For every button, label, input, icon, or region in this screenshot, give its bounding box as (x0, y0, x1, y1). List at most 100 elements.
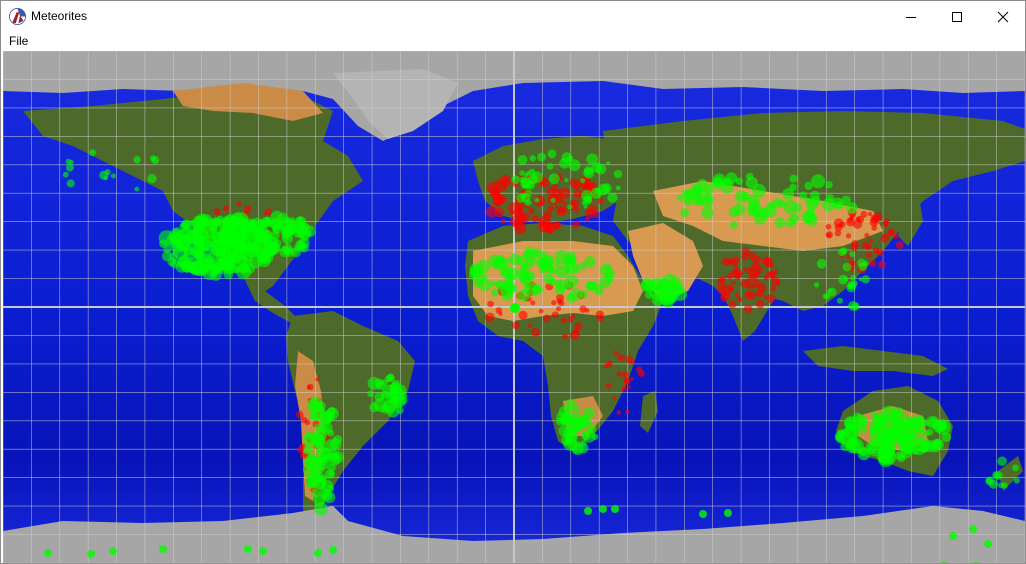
found-marker (65, 158, 72, 165)
found-marker (504, 274, 514, 283)
found-marker (696, 178, 708, 191)
found-marker (174, 238, 184, 248)
found-marker (541, 254, 555, 268)
found-marker (969, 525, 977, 533)
fell-marker (558, 206, 568, 215)
fell-marker (770, 285, 777, 292)
menu-file[interactable]: File (9, 34, 29, 48)
fell-marker (538, 308, 544, 314)
title-bar[interactable]: Meteorites (1, 1, 1025, 32)
found-marker (270, 231, 280, 241)
found-marker (554, 250, 569, 264)
found-marker (324, 439, 338, 453)
fell-marker (892, 233, 899, 240)
found-marker (314, 423, 324, 433)
found-marker (901, 434, 917, 450)
fell-marker (720, 293, 729, 302)
found-marker (876, 452, 888, 463)
found-marker (848, 440, 858, 449)
found-marker (177, 255, 191, 269)
fell-marker (597, 197, 604, 205)
found-marker (941, 432, 952, 443)
found-marker (324, 414, 333, 424)
found-marker (1001, 482, 1008, 489)
found-marker (314, 455, 325, 465)
found-marker (862, 260, 869, 267)
found-marker (613, 169, 623, 179)
fell-marker (512, 321, 520, 330)
close-icon (997, 11, 1009, 22)
found-marker (519, 273, 531, 285)
fell-marker (584, 216, 590, 222)
fell-marker (743, 267, 749, 272)
found-marker (548, 265, 555, 273)
found-marker (827, 287, 837, 297)
fell-marker (570, 330, 580, 341)
found-marker (546, 163, 554, 170)
found-marker (262, 238, 270, 245)
fell-marker (213, 208, 221, 216)
indonesia (803, 346, 948, 376)
found-marker (488, 254, 502, 269)
maximize-button[interactable] (934, 1, 980, 32)
found-marker (521, 178, 531, 188)
found-marker (835, 433, 844, 442)
found-marker (583, 165, 594, 176)
fell-marker (623, 378, 631, 386)
fell-marker (551, 299, 557, 306)
fell-marker (492, 196, 503, 207)
fell-marker (518, 310, 528, 320)
fell-marker (734, 273, 741, 280)
found-marker (517, 155, 528, 165)
maximize-icon (952, 11, 962, 22)
found-marker (835, 201, 844, 210)
found-marker (310, 436, 322, 447)
fell-marker (717, 282, 726, 291)
found-marker (295, 217, 303, 224)
found-marker (843, 276, 848, 281)
found-marker (586, 153, 598, 165)
found-marker (740, 191, 751, 202)
found-marker (87, 550, 95, 558)
found-marker (554, 280, 562, 288)
minimize-button[interactable] (888, 1, 934, 32)
found-marker (303, 444, 314, 455)
fell-marker (516, 212, 525, 221)
found-marker (588, 281, 599, 291)
fell-marker (733, 268, 741, 276)
found-marker (214, 232, 228, 246)
found-marker (110, 173, 116, 179)
fell-marker (860, 210, 868, 218)
fell-marker (509, 210, 515, 215)
fell-marker (744, 291, 752, 300)
found-marker (248, 254, 263, 269)
found-marker (270, 210, 283, 223)
world-map-canvas[interactable] (3, 51, 1025, 563)
found-marker (581, 189, 593, 202)
fell-marker (562, 201, 567, 206)
fell-marker (839, 221, 846, 228)
found-marker (992, 471, 1000, 479)
found-marker (533, 284, 543, 294)
found-marker (327, 407, 336, 416)
fell-marker (617, 354, 625, 362)
found-marker (656, 295, 664, 302)
found-marker (919, 443, 929, 453)
found-marker (179, 222, 189, 232)
found-marker (699, 510, 707, 518)
found-marker (581, 200, 586, 205)
fell-marker (567, 316, 574, 323)
close-button[interactable] (980, 1, 1025, 32)
fell-marker (878, 260, 887, 269)
found-marker (857, 417, 868, 428)
found-marker (380, 391, 389, 400)
found-marker (680, 208, 690, 218)
found-marker (604, 264, 611, 271)
greenland (333, 69, 458, 139)
found-marker (747, 208, 755, 217)
fell-marker (845, 233, 852, 239)
found-marker (583, 204, 588, 209)
found-marker (577, 442, 589, 454)
found-marker (394, 384, 407, 397)
found-marker (824, 293, 831, 300)
